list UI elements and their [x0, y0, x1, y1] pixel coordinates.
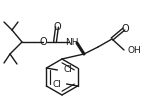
Text: O: O — [39, 37, 47, 47]
Text: Cl: Cl — [53, 80, 62, 88]
Text: OH: OH — [128, 46, 142, 54]
Text: Cl: Cl — [63, 66, 72, 74]
Text: NH: NH — [65, 37, 79, 46]
Text: O: O — [121, 24, 129, 34]
Text: O: O — [53, 22, 61, 32]
